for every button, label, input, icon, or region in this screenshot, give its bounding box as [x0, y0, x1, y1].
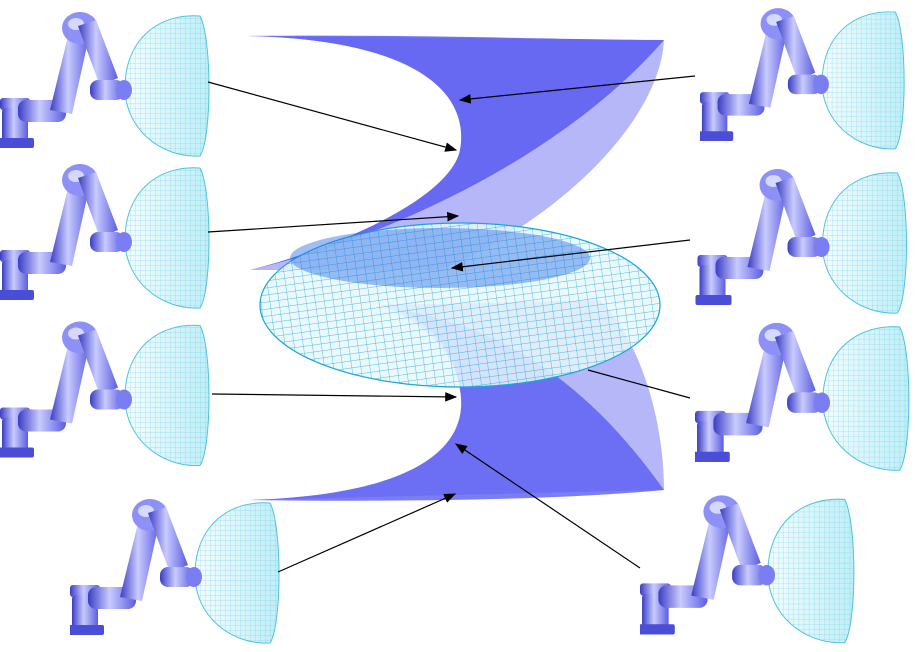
arrow-pose-1 — [207, 81, 458, 152]
arrow-pose-3 — [211, 392, 458, 402]
arrow-pose-4 — [277, 493, 457, 573]
arrow-pose-5 — [458, 75, 696, 104]
robot-pose-7 — [695, 322, 910, 471]
robot-pose-3 — [0, 320, 210, 467]
robot-pose-4 — [70, 498, 280, 644]
robot-pose-2 — [0, 163, 210, 309]
workspace-disc — [259, 222, 661, 388]
robot-pose-8 — [640, 494, 855, 644]
arrow-pose-8 — [455, 443, 641, 569]
robot-pose-5 — [700, 7, 905, 150]
arrow-pose-2 — [207, 211, 460, 233]
arrow-pose-7 — [587, 369, 691, 399]
arrow-pose-6 — [450, 239, 691, 272]
arrows — [207, 75, 696, 573]
robot-pose-1 — [0, 11, 210, 157]
robot-pose-6 — [695, 168, 908, 314]
